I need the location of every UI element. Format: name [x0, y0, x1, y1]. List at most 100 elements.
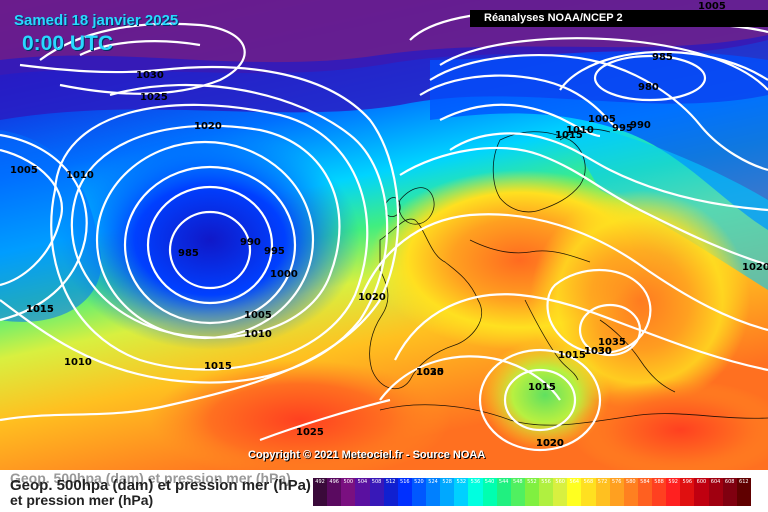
color-scale-value: 568	[583, 479, 594, 485]
color-scale-step: 548	[510, 478, 525, 506]
color-scale-step: 560	[553, 478, 568, 506]
color-scale-value: 600	[696, 479, 707, 485]
color-scale-step: 612	[736, 478, 751, 506]
isobar-label: 1015	[558, 350, 586, 361]
color-scale-step: 580	[623, 478, 638, 506]
color-scale-value: 592	[668, 479, 678, 485]
color-scale-value: 584	[640, 479, 650, 485]
color-scale-step: 556	[539, 478, 554, 506]
south-east-warm-area	[570, 380, 768, 470]
color-scale-step: 604	[708, 478, 723, 506]
color-scale-step: 512	[383, 478, 398, 506]
color-scale-step: 564	[567, 478, 582, 506]
isobar-label: 1020	[536, 438, 564, 449]
isobar-1025	[39, 22, 246, 95]
color-scale-step: 544	[496, 478, 511, 506]
color-scale-value: 576	[611, 479, 622, 485]
isobar-label: 1015	[26, 304, 54, 315]
italy	[524, 299, 579, 381]
color-scale-value: 608	[724, 479, 735, 485]
color-scale-value: 596	[682, 479, 693, 485]
southern-warm-area	[150, 360, 450, 470]
color-scale-step: 568	[581, 478, 596, 506]
color-scale-value: 532	[456, 479, 467, 485]
isobar-1000-north	[419, 74, 621, 131]
isobar-label: 1015	[528, 382, 556, 393]
isobar-label: 1010	[244, 329, 272, 340]
color-scale-step: 532	[454, 478, 469, 506]
isobar-980	[593, 54, 707, 102]
isobar-label: 1030	[416, 367, 444, 378]
isobar-1035	[578, 303, 642, 357]
color-scale-step: 496	[327, 478, 342, 506]
map-time: 0:00 UTC	[22, 32, 114, 55]
legend-subtitle: et pression mer (hPa)	[10, 492, 154, 508]
scandinavia	[492, 131, 586, 213]
color-scale-value: 588	[654, 479, 664, 485]
color-scale-value: 512	[385, 479, 396, 485]
isobar-1015-med	[503, 368, 577, 432]
color-scale-step: 592	[666, 478, 681, 506]
color-scale-value: 612	[739, 479, 749, 485]
weather-map: 1005 1030 1025 1020 985 980 1005 995 990…	[0, 0, 768, 470]
isobar-label: 1025	[140, 92, 168, 103]
map-canvas: 1005 1030 1025 1020 985 980 1005 995 990…	[0, 0, 768, 470]
isobar-995	[123, 165, 297, 325]
isobar-label: 1005	[588, 114, 616, 125]
color-scale-step: 504	[355, 478, 370, 506]
copyright-notice: Copyright © 2021 Meteociel.fr - Source N…	[248, 449, 486, 461]
color-scale-value: 528	[442, 479, 452, 485]
color-scale-step: 572	[595, 478, 610, 506]
isobar-label: 1010	[66, 170, 94, 181]
color-scale-value: 544	[498, 479, 509, 485]
color-scale-step: 508	[369, 478, 384, 506]
color-scale-step: 588	[652, 478, 667, 506]
isobar-label: 1015	[204, 361, 232, 372]
color-scale-step: 552	[524, 478, 539, 506]
isobar-990	[146, 185, 274, 305]
color-scale-value: 604	[710, 479, 721, 485]
color-scale-step: 576	[609, 478, 624, 506]
color-scale-value: 560	[555, 479, 565, 485]
isobar-985	[168, 210, 252, 290]
isobar-label: 1010	[566, 125, 594, 136]
isobar-1025-south	[259, 398, 391, 442]
isobar-label: 980	[638, 82, 659, 93]
isobar-label: 1030	[584, 346, 612, 357]
color-scale-value: 572	[597, 479, 608, 485]
isobar-label: 1030	[584, 346, 612, 357]
isobar-label: 1020	[536, 438, 564, 449]
color-scale-step: 492	[313, 478, 328, 506]
north-africa-coast	[379, 404, 768, 426]
isobar-1030-south	[379, 355, 561, 401]
color-scale-value: 516	[400, 479, 410, 485]
isobar-label: 1035	[598, 337, 626, 348]
color-scale-value: 508	[371, 479, 382, 485]
isobar-1010-west	[0, 133, 88, 322]
color-scale-value: 524	[428, 479, 438, 485]
color-scale-step: 596	[680, 478, 695, 506]
isobar-label: 1025	[416, 367, 444, 378]
isobar-label: 1015	[555, 130, 583, 141]
isobar-1030-europe	[546, 269, 652, 355]
color-scale-value: 520	[414, 479, 424, 485]
isobar-label: 985	[652, 52, 673, 63]
isobar-label: 1020	[194, 121, 222, 132]
data-source-label: Réanalyses NOAA/NCEP 2	[470, 10, 768, 27]
isobar-label: 995	[264, 246, 285, 257]
color-scale-value: 564	[569, 479, 580, 485]
germany-poland-border	[469, 239, 591, 263]
isobar-995-north	[429, 54, 768, 172]
isobar-1020-med	[478, 348, 602, 452]
isobar-1020	[0, 63, 400, 422]
balkans-coast	[599, 319, 676, 393]
color-scale-value: 580	[626, 479, 636, 485]
color-scale-value: 536	[470, 479, 481, 485]
color-scale-step: 520	[411, 478, 426, 506]
isobar-label: 1020	[742, 262, 768, 273]
color-scale-step: 600	[694, 478, 709, 506]
isobar-label: 1005	[244, 310, 272, 321]
isobar-label: 995	[612, 123, 633, 134]
isobar-985-north	[559, 50, 768, 91]
color-scale-step: 524	[426, 478, 441, 506]
